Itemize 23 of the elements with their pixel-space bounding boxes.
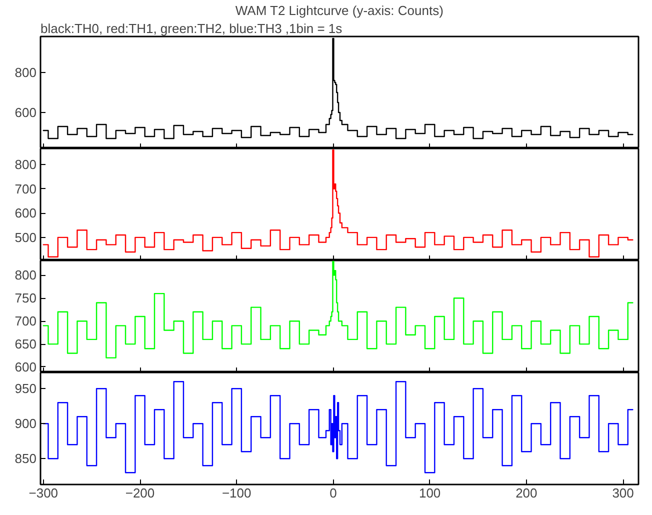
x-tick-label: 200: [516, 486, 538, 500]
y-tick-label: 950: [14, 381, 37, 396]
x-tick-label: 100: [418, 486, 441, 500]
x-tick-label: 0: [330, 486, 337, 500]
y-tick-label: 800: [14, 157, 37, 172]
y-tick-label: 800: [14, 65, 37, 80]
y-tick-label: 700: [14, 314, 37, 329]
chart-subtitle: black:TH0, red:TH1, green:TH2, blue:TH3 ,1bin = 1s: [40, 21, 343, 36]
y-tick-label: 800: [14, 268, 37, 283]
y-tick-label: 750: [14, 290, 37, 306]
x-tick-label: 300: [612, 486, 634, 500]
y-tick-label: 600: [14, 105, 37, 120]
x-tick-label: −300: [28, 486, 58, 500]
y-tick-label: 700: [14, 181, 37, 196]
chart-title: WAM T2 Lightcurve (y-axis: Counts): [235, 3, 444, 18]
y-tick-label: 650: [14, 336, 37, 352]
y-tick-label: 600: [14, 359, 37, 374]
y-tick-label: 500: [14, 230, 37, 245]
x-tick-label: −200: [125, 486, 155, 500]
y-tick-label: 900: [14, 416, 37, 432]
x-tick-label: −100: [222, 486, 252, 500]
y-tick-label: 850: [14, 451, 37, 466]
y-tick-label: 600: [14, 206, 37, 221]
